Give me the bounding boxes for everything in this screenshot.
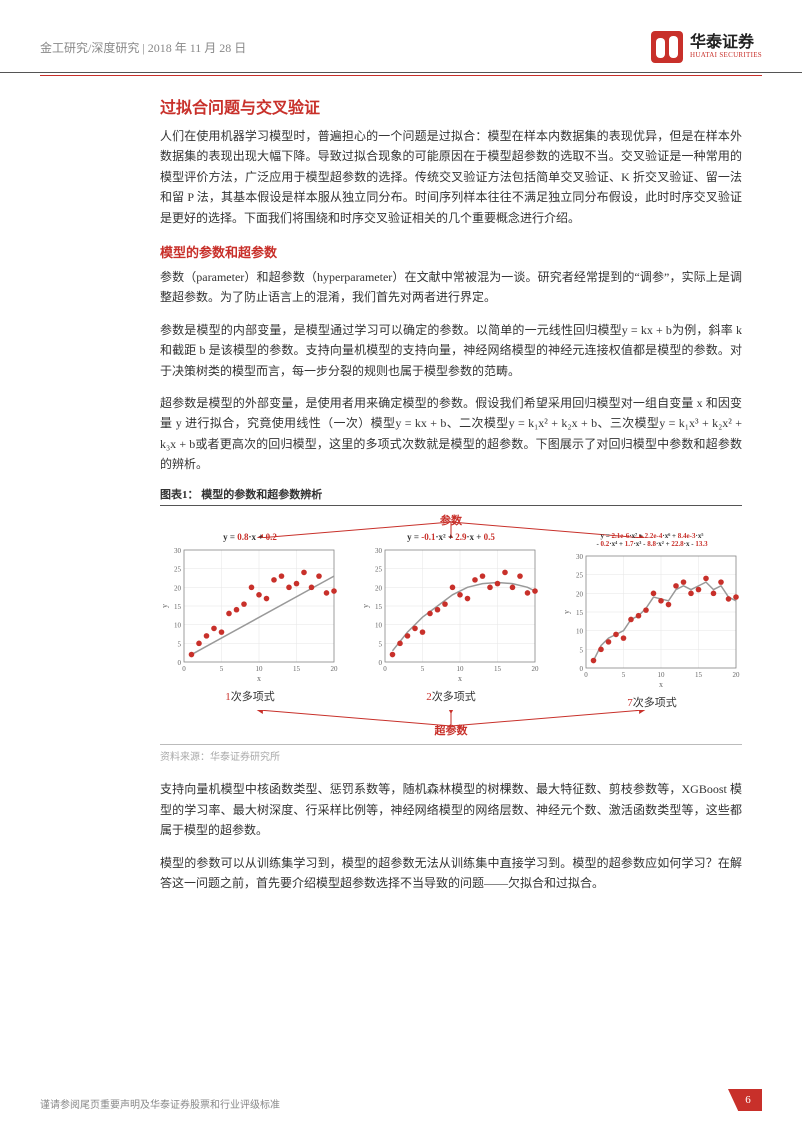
header-divider [40, 75, 762, 76]
svg-text:y: y [361, 604, 370, 608]
chart-1: y = 0.8·x + 0.2 0 5 10 15 20 25 30 0 5 10 15 20 x y 1次多… [160, 532, 340, 710]
svg-text:30: 30 [576, 553, 584, 561]
figure-title: 图表1： 模型的参数和超参数辨析 [160, 486, 742, 506]
svg-text:20: 20 [576, 591, 584, 599]
svg-text:5: 5 [379, 641, 383, 649]
svg-text:y: y [160, 604, 169, 608]
svg-text:5: 5 [580, 647, 584, 655]
footer-disclaimer: 谨请参阅尾页重要声明及华泰证券股票和行业评级标准 [40, 1096, 280, 1111]
svg-text:20: 20 [733, 671, 741, 679]
chart-equation-2: y = -0.1·x² + 2.9·x + 0.5 [361, 532, 541, 542]
svg-text:5: 5 [178, 641, 182, 649]
svg-text:15: 15 [695, 671, 703, 679]
chart-3: y = 2.1e-6·x⁷ + 2.2e-4·x⁶ + 8.4e-3·x⁵- 0… [562, 532, 742, 710]
logo: 华泰证券 HUATAI SECURITIES [650, 30, 762, 64]
logo-text-cn: 华泰证券 [690, 34, 762, 52]
svg-text:30: 30 [375, 547, 383, 555]
chart-caption-1: 1次多项式 [160, 688, 340, 704]
svg-text:5: 5 [220, 665, 224, 673]
svg-text:5: 5 [622, 671, 626, 679]
svg-text:15: 15 [174, 603, 182, 611]
logo-text-en: HUATAI SECURITIES [690, 52, 762, 60]
figure-body: 参数 y = 0.8·x + 0.205101520253005101520xy… [160, 510, 742, 740]
svg-text:15: 15 [293, 665, 301, 673]
logo-icon [650, 30, 684, 64]
svg-text:25: 25 [375, 566, 383, 574]
svg-text:10: 10 [174, 622, 182, 630]
svg-text:30: 30 [174, 547, 182, 555]
section3-p1: 支持向量机模型中核函数类型、惩罚系数等，随机森林模型的树棵数、最大特征数、剪枝参… [160, 779, 742, 840]
svg-text:15: 15 [576, 609, 584, 617]
svg-text:x: x [257, 674, 261, 683]
section2-p1: 参数（parameter）和超参数（hyperparameter）在文献中常被混… [160, 267, 742, 308]
chart-equation-1: y = 0.8·x + 0.2 [160, 532, 340, 542]
top-param-label: 参数 [440, 512, 462, 528]
svg-text:25: 25 [576, 572, 584, 580]
svg-text:x: x [659, 680, 663, 689]
svg-text:15: 15 [375, 603, 383, 611]
section2-p3: 超参数是模型的外部变量，是使用者用来确定模型的参数。假设我们希望采用回归模型对一… [160, 393, 742, 475]
section1-p1: 人们在使用机器学习模型时，普遍担心的一个问题是过拟合：模型在样本内数据集的表现优… [160, 126, 742, 228]
svg-text:0: 0 [584, 671, 588, 679]
section2-p2: 参数是模型的内部变量，是模型通过学习可以确定的参数。以简单的一元线性回归模型y … [160, 320, 742, 381]
section1-title: 过拟合问题与交叉验证 [160, 94, 742, 118]
chart-plot-1: 0 5 10 15 20 25 30 0 5 10 15 20 x y [160, 544, 340, 684]
svg-text:10: 10 [256, 665, 264, 673]
svg-text:10: 10 [658, 671, 666, 679]
svg-text:20: 20 [331, 665, 339, 673]
main-content: 过拟合问题与交叉验证 人们在使用机器学习模型时，普遍担心的一个问题是过拟合：模型… [0, 94, 802, 893]
section3-p2: 模型的参数可以从训练集学习到，模型的超参数无法从训练集中直接学习到。模型的超参数… [160, 853, 742, 894]
svg-text:20: 20 [532, 665, 540, 673]
chart-plot-2: 0 5 10 15 20 25 30 0 5 10 15 20 x y [361, 544, 541, 684]
page-header: 金工研究/深度研究 | 2018 年 11 月 28 日 华泰证券 HUATAI… [0, 0, 802, 73]
bottom-hyperparam-label: 超参数 [435, 722, 468, 738]
svg-text:25: 25 [174, 566, 182, 574]
page-number: 6 [728, 1089, 762, 1111]
svg-text:0: 0 [383, 665, 387, 673]
chart-caption-3: 7次多项式 [562, 694, 742, 710]
svg-text:y: y [562, 610, 571, 614]
svg-text:10: 10 [375, 622, 383, 630]
svg-text:20: 20 [375, 585, 383, 593]
breadcrumb: 金工研究/深度研究 | 2018 年 11 月 28 日 [40, 39, 246, 56]
svg-text:0: 0 [178, 659, 182, 667]
svg-text:15: 15 [494, 665, 502, 673]
svg-text:20: 20 [174, 585, 182, 593]
chart-2: y = -0.1·x² + 2.9·x + 0.5 0 5 10 15 20 25 30 0 5 1… [361, 532, 541, 710]
svg-text:5: 5 [421, 665, 425, 673]
chart-caption-2: 2次多项式 [361, 688, 541, 704]
svg-text:x: x [458, 674, 462, 683]
svg-text:0: 0 [379, 659, 383, 667]
svg-text:0: 0 [182, 665, 186, 673]
svg-text:0: 0 [580, 665, 584, 673]
section2-title: 模型的参数和超参数 [160, 242, 742, 261]
chart-plot-3: 0 5 10 15 20 25 30 0 5 10 15 20 x y [562, 550, 742, 690]
svg-text:10: 10 [457, 665, 465, 673]
figure-source: 资料来源：华泰证券研究所 [160, 744, 742, 763]
page-footer: 谨请参阅尾页重要声明及华泰证券股票和行业评级标准 6 [0, 1089, 802, 1111]
chart-equation-3: y = 2.1e-6·x⁷ + 2.2e-4·x⁶ + 8.4e-3·x⁵- 0… [562, 532, 742, 548]
svg-text:10: 10 [576, 628, 584, 636]
